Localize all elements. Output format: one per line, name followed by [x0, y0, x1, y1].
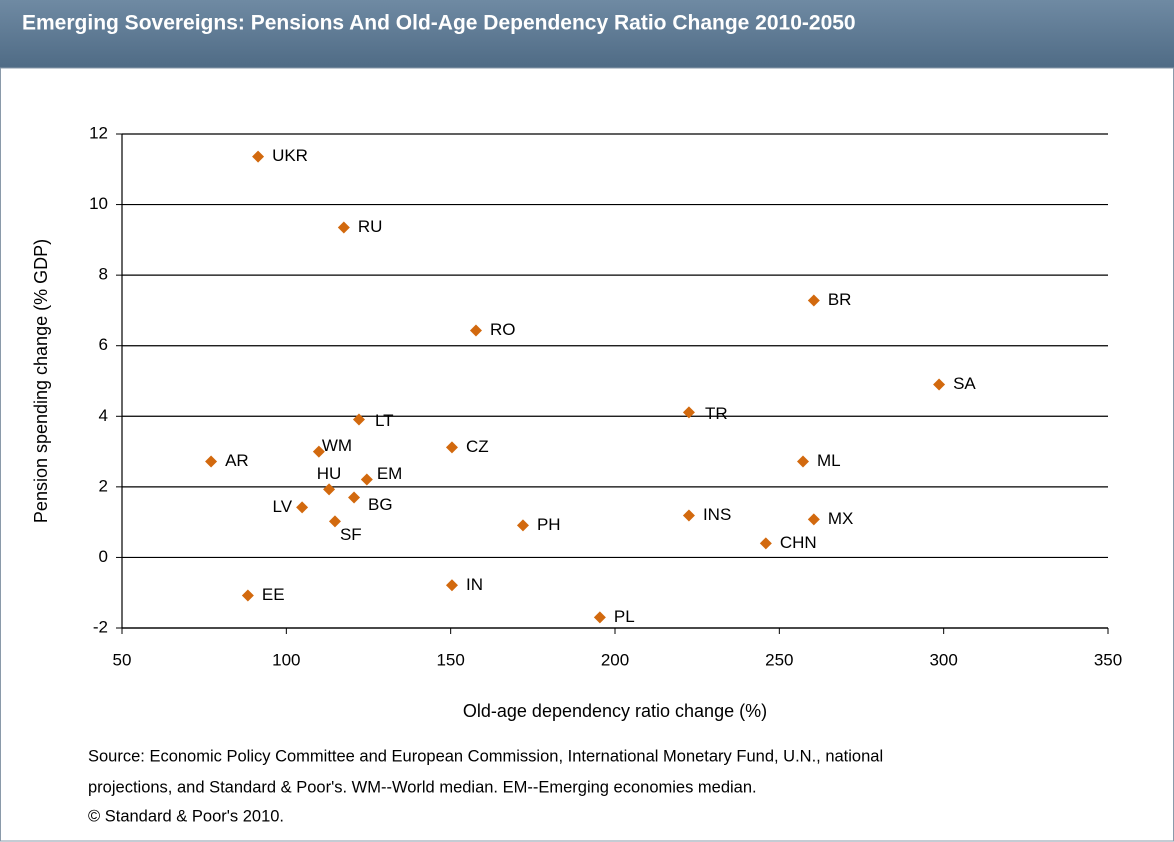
y-tick-label: 6	[99, 335, 108, 354]
point	[348, 491, 361, 504]
point-label: SF	[340, 525, 362, 544]
y-tick-label: 8	[99, 265, 108, 284]
point-label: PL	[614, 607, 635, 626]
source-line: Source: Economic Policy Committee and Eu…	[88, 747, 883, 765]
point	[360, 473, 373, 486]
y-tick-label: 2	[99, 476, 108, 495]
x-axis-label: Old-age dependency ratio change (%)	[463, 701, 767, 721]
y-tick-label: 12	[89, 123, 108, 142]
x-tick-label: 100	[272, 650, 300, 669]
point	[593, 611, 606, 624]
point-label: UKR	[272, 146, 308, 165]
point-label: AR	[225, 451, 249, 470]
point	[445, 579, 458, 592]
point-label: SA	[953, 374, 976, 393]
y-axis-label: Pension spending change (% GDP)	[31, 239, 51, 523]
x-tick-label: 150	[436, 650, 464, 669]
point-label: BG	[368, 495, 393, 514]
frame	[0, 67, 1174, 842]
point	[445, 441, 458, 454]
point-label: CHN	[780, 533, 817, 552]
x-tick-label: 50	[113, 650, 132, 669]
point-label: WM	[322, 436, 352, 455]
x-tick-label: 350	[1094, 650, 1122, 669]
point-label: HU	[317, 464, 342, 483]
point	[252, 150, 265, 163]
point	[807, 513, 820, 526]
point	[933, 378, 946, 391]
x-tick-label: 250	[765, 650, 793, 669]
point	[296, 501, 309, 514]
chart-title: Emerging Sovereigns: Pensions And Old-Ag…	[22, 12, 856, 35]
point	[337, 221, 350, 234]
x-tick-label: 300	[929, 650, 957, 669]
point	[205, 455, 218, 468]
y-tick-label: 4	[99, 406, 108, 425]
point-label: ML	[817, 451, 841, 470]
point	[241, 589, 254, 602]
point-label: TR	[705, 404, 728, 423]
point-label: INS	[703, 505, 731, 524]
point-label: RO	[490, 320, 516, 339]
point-label: LV	[273, 497, 293, 516]
point	[323, 483, 336, 496]
point-label: BR	[828, 290, 852, 309]
source-line: © Standard & Poor's 2010.	[88, 807, 284, 825]
point-label: MX	[828, 509, 854, 528]
point	[682, 406, 695, 419]
point-label: PH	[537, 515, 561, 534]
point	[682, 509, 695, 522]
point	[469, 324, 482, 337]
point	[796, 455, 809, 468]
header-bar	[0, 0, 1174, 68]
point	[516, 519, 529, 532]
point	[807, 294, 820, 307]
y-tick-label: -2	[93, 617, 108, 636]
y-tick-label: 0	[99, 547, 108, 566]
point-label: IN	[466, 575, 483, 594]
y-tick-label: 10	[89, 194, 108, 213]
point-label: LT	[375, 411, 394, 430]
point	[312, 445, 325, 458]
x-tick-label: 200	[601, 650, 629, 669]
point-label: EE	[262, 585, 285, 604]
point	[352, 413, 365, 426]
point	[759, 537, 772, 550]
source-line: projections, and Standard & Poor's. WM--…	[88, 778, 757, 796]
point-label: RU	[358, 217, 383, 236]
point-label: CZ	[466, 437, 489, 456]
point-label: EM	[377, 464, 403, 483]
point	[328, 515, 341, 528]
